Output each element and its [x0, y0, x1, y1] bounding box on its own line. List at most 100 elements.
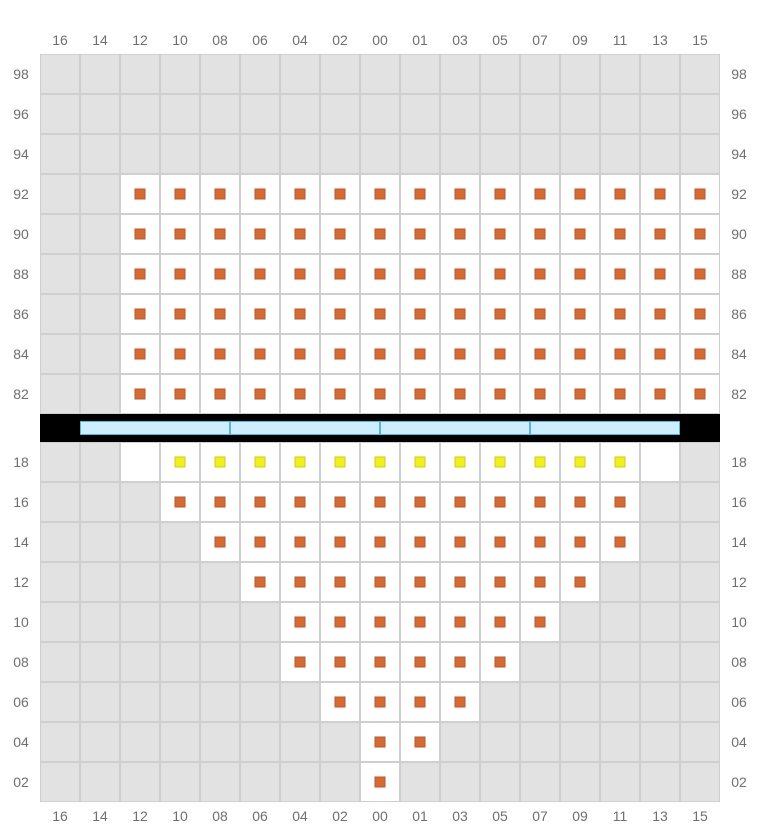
- seat[interactable]: [415, 269, 426, 280]
- seat[interactable]: [535, 309, 546, 320]
- seat[interactable]: [495, 657, 506, 668]
- seat[interactable]: [215, 497, 226, 508]
- seat[interactable]: [135, 189, 146, 200]
- seat[interactable]: [615, 497, 626, 508]
- seat[interactable]: [135, 349, 146, 360]
- seat[interactable]: [335, 269, 346, 280]
- seat[interactable]: [375, 657, 386, 668]
- seat[interactable]: [615, 457, 626, 468]
- seat[interactable]: [455, 697, 466, 708]
- seat[interactable]: [255, 269, 266, 280]
- seat[interactable]: [535, 497, 546, 508]
- seat[interactable]: [655, 309, 666, 320]
- seat[interactable]: [575, 537, 586, 548]
- seat[interactable]: [335, 697, 346, 708]
- seat[interactable]: [175, 457, 186, 468]
- seat[interactable]: [495, 537, 506, 548]
- seat[interactable]: [295, 617, 306, 628]
- seat[interactable]: [375, 537, 386, 548]
- seat[interactable]: [535, 229, 546, 240]
- seat[interactable]: [295, 229, 306, 240]
- seat[interactable]: [535, 577, 546, 588]
- seat[interactable]: [655, 189, 666, 200]
- seat[interactable]: [335, 497, 346, 508]
- seat[interactable]: [575, 349, 586, 360]
- seat[interactable]: [215, 457, 226, 468]
- seat[interactable]: [335, 389, 346, 400]
- seat[interactable]: [455, 349, 466, 360]
- seat[interactable]: [415, 229, 426, 240]
- seat[interactable]: [615, 309, 626, 320]
- seat[interactable]: [415, 389, 426, 400]
- seat[interactable]: [215, 269, 226, 280]
- seat[interactable]: [175, 229, 186, 240]
- seat[interactable]: [375, 309, 386, 320]
- seat[interactable]: [335, 229, 346, 240]
- seat[interactable]: [495, 309, 506, 320]
- seat[interactable]: [455, 189, 466, 200]
- seat[interactable]: [495, 229, 506, 240]
- seat[interactable]: [495, 617, 506, 628]
- seat[interactable]: [215, 537, 226, 548]
- seat[interactable]: [415, 497, 426, 508]
- seat[interactable]: [495, 349, 506, 360]
- seat[interactable]: [375, 389, 386, 400]
- seat[interactable]: [375, 737, 386, 748]
- seat[interactable]: [455, 269, 466, 280]
- seat[interactable]: [415, 737, 426, 748]
- seat[interactable]: [255, 497, 266, 508]
- seat[interactable]: [615, 269, 626, 280]
- seat[interactable]: [135, 229, 146, 240]
- seat[interactable]: [455, 309, 466, 320]
- seat[interactable]: [655, 269, 666, 280]
- seat[interactable]: [335, 309, 346, 320]
- seat[interactable]: [655, 389, 666, 400]
- seat[interactable]: [135, 309, 146, 320]
- seat[interactable]: [695, 349, 706, 360]
- seat[interactable]: [535, 537, 546, 548]
- seat[interactable]: [575, 497, 586, 508]
- seat[interactable]: [295, 309, 306, 320]
- seat[interactable]: [295, 497, 306, 508]
- seat[interactable]: [255, 577, 266, 588]
- seat[interactable]: [615, 189, 626, 200]
- seat[interactable]: [495, 577, 506, 588]
- seat[interactable]: [415, 697, 426, 708]
- seat[interactable]: [175, 349, 186, 360]
- seat[interactable]: [495, 189, 506, 200]
- seat[interactable]: [415, 309, 426, 320]
- seat[interactable]: [455, 389, 466, 400]
- seat[interactable]: [495, 497, 506, 508]
- seat[interactable]: [255, 389, 266, 400]
- seat[interactable]: [455, 577, 466, 588]
- seat[interactable]: [455, 617, 466, 628]
- seat[interactable]: [615, 389, 626, 400]
- seat[interactable]: [375, 189, 386, 200]
- seat[interactable]: [575, 269, 586, 280]
- seat[interactable]: [215, 229, 226, 240]
- seat[interactable]: [215, 189, 226, 200]
- seat[interactable]: [255, 229, 266, 240]
- seat[interactable]: [535, 457, 546, 468]
- seat[interactable]: [215, 309, 226, 320]
- seat[interactable]: [575, 229, 586, 240]
- seat[interactable]: [215, 349, 226, 360]
- seat[interactable]: [335, 577, 346, 588]
- seat[interactable]: [615, 349, 626, 360]
- seat[interactable]: [575, 577, 586, 588]
- seat[interactable]: [415, 349, 426, 360]
- seat[interactable]: [375, 497, 386, 508]
- seat[interactable]: [255, 349, 266, 360]
- seat[interactable]: [215, 389, 226, 400]
- seat[interactable]: [535, 269, 546, 280]
- seat[interactable]: [295, 657, 306, 668]
- seat[interactable]: [135, 389, 146, 400]
- seat[interactable]: [255, 537, 266, 548]
- seat[interactable]: [295, 269, 306, 280]
- seat[interactable]: [335, 617, 346, 628]
- seat[interactable]: [335, 657, 346, 668]
- seat[interactable]: [255, 189, 266, 200]
- seat[interactable]: [375, 269, 386, 280]
- seat[interactable]: [295, 577, 306, 588]
- seat[interactable]: [575, 457, 586, 468]
